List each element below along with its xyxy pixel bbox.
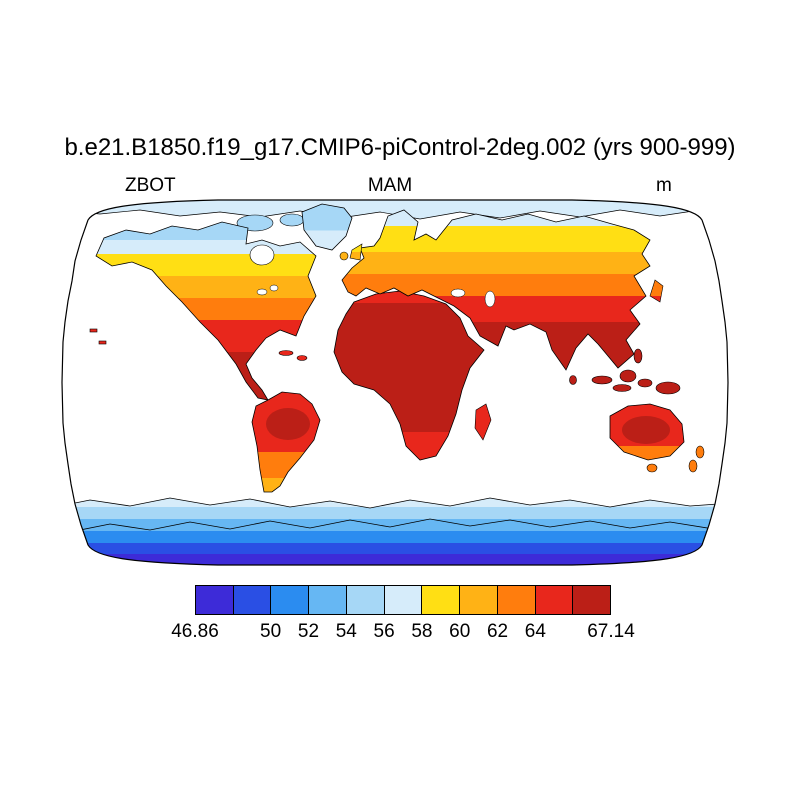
colorbar-tick-label: 52 [297, 621, 320, 642]
colorbar-tick-label: 50 [260, 621, 282, 642]
colorbar-box [196, 586, 233, 614]
colorbar-box [421, 586, 460, 614]
hudson-bay [249, 244, 275, 266]
continent-africa [333, 290, 485, 461]
variable-label: ZBOT [125, 175, 176, 196]
great-lakes [256, 284, 279, 296]
colorbar-tick-label: 67.14 [587, 621, 635, 642]
inland-seas [450, 288, 496, 308]
colorbar-box [232, 586, 271, 614]
colorbar-tick-label: 62 [486, 621, 509, 642]
colorbar-tick-label: 58 [411, 621, 433, 642]
colorbar-box [572, 586, 611, 614]
island-philippines [633, 348, 643, 364]
island-tasmania [646, 463, 658, 473]
island-hispaniola [296, 355, 308, 361]
colorbar-box [308, 586, 346, 614]
colorbar-tick-label: 60 [449, 621, 471, 642]
amazon-hot-region [266, 408, 310, 440]
colorbar-box [345, 586, 384, 614]
colorbar-box [383, 586, 422, 614]
plot-title: b.e21.B1850.f19_g17.CMIP6-piControl-2deg… [64, 134, 736, 161]
colorbar-box [459, 586, 497, 614]
australia-hot-region [622, 416, 670, 444]
units-label: m [656, 175, 672, 196]
island-cuba [278, 350, 294, 356]
island-new-guinea [655, 381, 681, 395]
continent-south-america [251, 391, 321, 493]
colorbar-tick-label: 54 [335, 621, 357, 642]
island-nz-north [695, 445, 705, 459]
colorbar-box [270, 586, 309, 614]
island-sri-lanka [569, 375, 577, 385]
continent-north-america [95, 221, 317, 401]
island-borneo [619, 369, 637, 383]
continent-greenland [301, 203, 353, 251]
island-ireland [339, 251, 349, 261]
colorbar-tick-row: 46.86 50 52 54 56 58 60 62 64 67.14 [0, 621, 800, 647]
colorbar [195, 585, 611, 615]
island-nz-south [688, 459, 698, 473]
arctic-seaice [62, 200, 728, 220]
island-sulawesi [637, 378, 653, 388]
antarctic-seaice [62, 497, 728, 565]
island-madagascar [474, 403, 492, 441]
small-islands [89, 243, 705, 473]
island-hawaii [89, 328, 98, 333]
season-label: MAM [367, 175, 413, 196]
island-sumatra [591, 375, 613, 385]
island-japan [649, 279, 664, 303]
island-pacific [98, 340, 107, 345]
map-projection-outline [61, 199, 729, 566]
continent-eurasia [341, 209, 651, 371]
colorbar-box [496, 586, 535, 614]
colorbar-box [534, 586, 573, 614]
colorbar-tick-label: 46.86 [171, 621, 219, 642]
island-java [612, 384, 632, 392]
island-britain [349, 243, 363, 261]
antarctica-coastline [69, 518, 721, 533]
colorbar-tick-label: 64 [524, 621, 546, 642]
colorbar-tick-label: 56 [373, 621, 395, 642]
